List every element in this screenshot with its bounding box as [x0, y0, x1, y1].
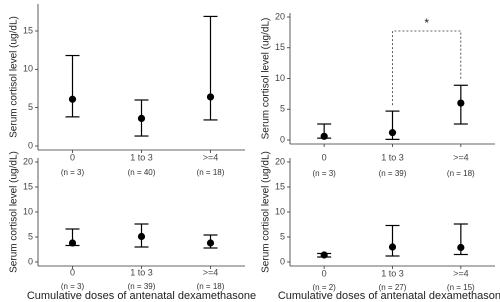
- point: [206, 93, 215, 101]
- y-tick-label: 10: [23, 64, 33, 74]
- error-bar: [385, 224, 400, 257]
- n-label: (n = 18): [197, 282, 225, 291]
- n-label: (n = 3): [312, 169, 336, 178]
- y-tick-label: 15: [23, 181, 33, 191]
- point: [137, 232, 146, 241]
- y-tick-label: 0: [28, 256, 33, 266]
- x-tick-label: 0: [70, 267, 75, 277]
- point: [68, 239, 77, 247]
- error-bar: [65, 54, 80, 118]
- point: [457, 99, 465, 107]
- n-label: (n = 3): [61, 282, 85, 291]
- x-tick-label: >=4: [453, 152, 469, 162]
- x-tick-label: >=4: [203, 152, 219, 162]
- x-tick-label: 1 to 3: [381, 268, 404, 278]
- point: [320, 132, 328, 140]
- n-label: (n = 18): [447, 169, 475, 178]
- y-tick-label: 5: [28, 231, 33, 241]
- y-axis-label: Serum cortisol level (ug/dL): [261, 151, 272, 273]
- y-tick-label: 0: [280, 256, 285, 266]
- y-tick-label: 5: [280, 104, 285, 114]
- n-label: (n = 18): [197, 168, 225, 177]
- x-tick-label: 1 to 3: [130, 267, 153, 277]
- error-bar: [203, 15, 218, 121]
- point: [137, 114, 146, 122]
- n-label: (n = 39): [379, 169, 407, 178]
- y-tick-label: 5: [28, 102, 33, 112]
- x-tick-label: 0: [322, 152, 327, 162]
- x-axis-label: Cumulative doses of antenatal dexamethas…: [27, 290, 256, 302]
- point: [388, 129, 397, 137]
- n-label: (n = 3): [61, 168, 85, 177]
- x-tick-label: >=4: [453, 268, 469, 278]
- x-tick-label: 1 to 3: [130, 152, 153, 162]
- y-tick-label: 0: [280, 134, 285, 144]
- y-tick-label: 0: [28, 140, 33, 150]
- n-label: (n = 40): [128, 168, 156, 177]
- y-tick-label: 5: [280, 231, 285, 241]
- n-label: (n = 27): [379, 283, 407, 292]
- y-axis-label: Serum cortisol level (ug/dL): [261, 18, 272, 140]
- y-tick-label: 20: [23, 156, 33, 166]
- point: [206, 239, 215, 247]
- n-label: (n = 39): [128, 282, 156, 291]
- y-tick-label: 10: [275, 206, 285, 216]
- point: [388, 243, 397, 251]
- y-axis-label: Serum cortisol level (ug/dL): [9, 16, 20, 138]
- x-tick-label: 0: [322, 268, 327, 278]
- n-label: (n = 15): [447, 283, 475, 292]
- y-axis-label: Serum cortisol level (ug/dL): [9, 151, 20, 273]
- x-tick-label: >=4: [203, 267, 219, 277]
- n-label: (n = 2): [312, 283, 336, 292]
- y-tick-label: 15: [23, 25, 33, 35]
- point: [68, 95, 77, 103]
- point: [320, 251, 328, 259]
- x-tick-label: 0: [70, 152, 75, 162]
- significance-label: *: [424, 16, 429, 30]
- y-tick-label: 20: [275, 156, 285, 166]
- y-tick-label: 10: [23, 206, 33, 216]
- y-tick-label: 20: [275, 11, 285, 21]
- x-tick-label: 1 to 3: [381, 152, 404, 162]
- x-axis-label: Cumulative doses of antenatal dexamethas…: [278, 290, 500, 302]
- y-tick-label: 10: [275, 73, 285, 83]
- y-tick-label: 15: [275, 181, 285, 191]
- significance-bracket: [392, 30, 462, 106]
- point: [457, 243, 465, 252]
- y-tick-label: 15: [275, 42, 285, 52]
